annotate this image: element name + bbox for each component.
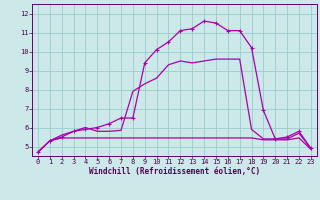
X-axis label: Windchill (Refroidissement éolien,°C): Windchill (Refroidissement éolien,°C) — [89, 167, 260, 176]
